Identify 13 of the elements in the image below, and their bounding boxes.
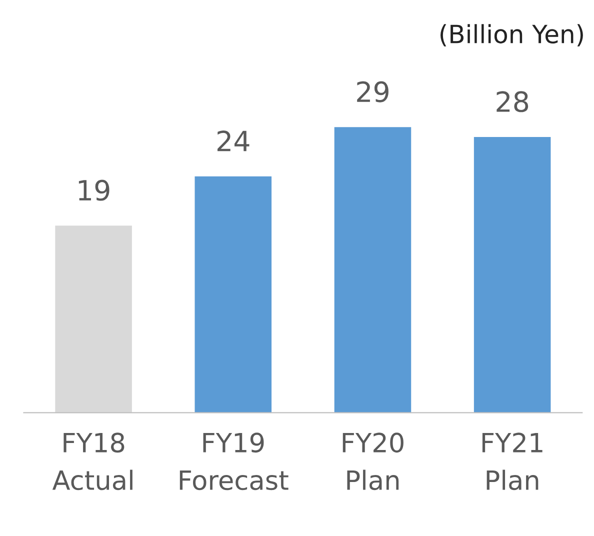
x-tick-label: FY21 Plan bbox=[482, 432, 542, 490]
bar bbox=[55, 226, 132, 413]
data-label: 24 bbox=[218, 130, 250, 152]
y-axis-title: (Billion Yen) bbox=[440, 24, 583, 46]
bar bbox=[334, 127, 412, 413]
bar bbox=[474, 136, 551, 413]
data-label: 19 bbox=[78, 180, 110, 201]
x-tick-label: FY19 Forecast bbox=[180, 432, 288, 490]
data-label: 28 bbox=[496, 91, 528, 112]
x-tick-label: FY20 Plan bbox=[342, 432, 404, 490]
data-label: 29 bbox=[357, 81, 388, 102]
bar bbox=[194, 176, 272, 413]
x-tick-label: FY18 Actual bbox=[52, 432, 132, 490]
